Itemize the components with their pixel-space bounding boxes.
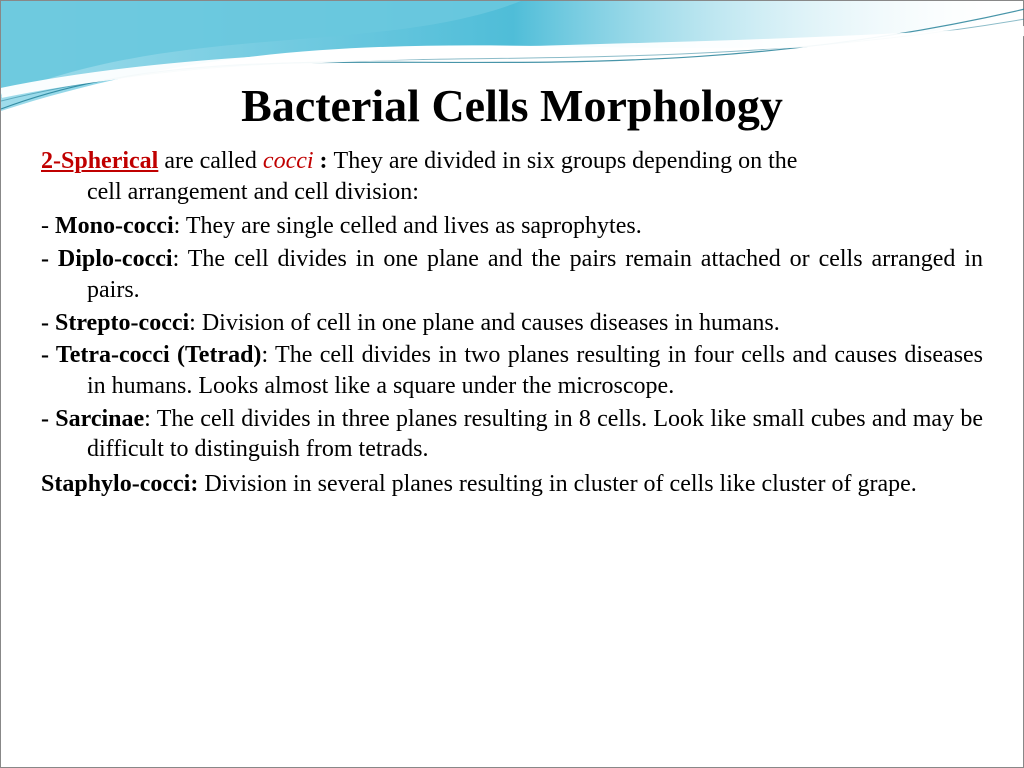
item-prefix: - xyxy=(41,342,56,368)
list-item: - Sarcinae: The cell divides in three pl… xyxy=(41,404,983,465)
intro-mid1: are called xyxy=(158,148,263,174)
item-desc: Division in several planes resulting in … xyxy=(204,471,916,497)
item-sep: : xyxy=(261,342,275,368)
intro-mid2: : xyxy=(314,148,334,174)
item-prefix: - xyxy=(41,406,55,432)
page-title: Bacterial Cells Morphology xyxy=(41,79,983,132)
item-sep: : xyxy=(173,246,188,272)
item-desc: The cell divides in one plane and the pa… xyxy=(87,246,983,303)
intro-rest2: cell arrangement and cell division: xyxy=(41,177,983,208)
body-text: 2-Spherical are called cocci : They are … xyxy=(41,146,983,500)
item-desc: The cell divides in three planes resulti… xyxy=(87,406,983,463)
intro-paragraph: 2-Spherical are called cocci : They are … xyxy=(41,146,983,207)
intro-lead: 2-Spherical xyxy=(41,148,158,174)
item-prefix: - xyxy=(41,213,55,239)
item-name: Mono-cocci xyxy=(55,213,174,239)
list-item: - Diplo-cocci: The cell divides in one p… xyxy=(41,244,983,305)
item-name: Staphylo-cocci: xyxy=(41,471,198,497)
item-sep: : xyxy=(144,406,157,432)
slide-content: Bacterial Cells Morphology 2-Spherical a… xyxy=(41,79,983,502)
item-name: Strepto-cocci xyxy=(55,310,189,336)
item-prefix: - xyxy=(41,310,55,336)
list-item: - Mono-cocci: They are single celled and… xyxy=(41,211,983,242)
intro-term: cocci xyxy=(263,148,314,174)
item-sep: : xyxy=(174,213,186,239)
intro-rest1: They are divided in six groups depending… xyxy=(334,148,798,174)
list-item: Staphylo-cocci: Division in several plan… xyxy=(41,469,983,500)
item-desc: They are single celled and lives as sapr… xyxy=(186,213,642,239)
item-name: Sarcinae xyxy=(55,406,144,432)
list-item: - Strepto-cocci: Division of cell in one… xyxy=(41,308,983,339)
item-name: Tetra-cocci (Tetrad) xyxy=(56,342,262,368)
item-name: Diplo-cocci xyxy=(58,246,173,272)
item-prefix: - xyxy=(41,246,58,272)
list-item: - Tetra-cocci (Tetrad): The cell divides… xyxy=(41,340,983,401)
item-desc: Division of cell in one plane and causes… xyxy=(202,310,780,336)
item-sep: : xyxy=(189,310,202,336)
